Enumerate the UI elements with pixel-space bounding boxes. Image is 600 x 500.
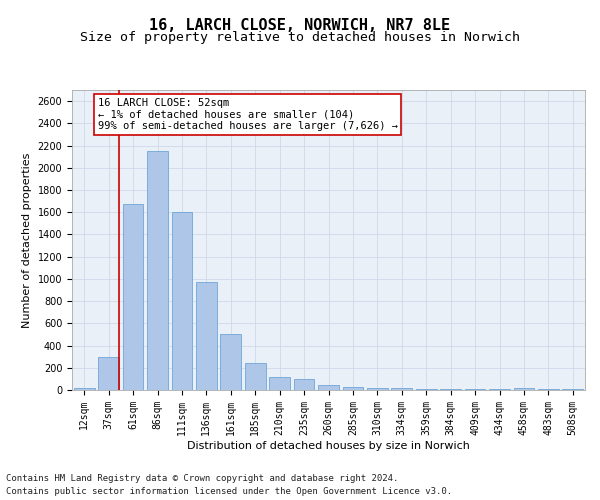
Bar [122,204,143,390]
Y-axis label: Number of detached properties: Number of detached properties [22,152,32,328]
Bar [98,356,119,390]
Bar [440,389,461,390]
Text: Contains HM Land Registry data © Crown copyright and database right 2024.: Contains HM Land Registry data © Crown c… [6,474,398,483]
Bar [269,376,290,390]
Text: Contains public sector information licensed under the Open Government Licence v3: Contains public sector information licen… [6,487,452,496]
Text: Size of property relative to detached houses in Norwich: Size of property relative to detached ho… [80,31,520,44]
Bar [196,282,217,390]
Bar [220,334,241,390]
Bar [245,363,266,390]
Bar [514,388,535,390]
Bar [343,386,364,390]
Bar [367,388,388,390]
Bar [74,388,95,390]
Text: 16 LARCH CLOSE: 52sqm
← 1% of detached houses are smaller (104)
99% of semi-deta: 16 LARCH CLOSE: 52sqm ← 1% of detached h… [98,98,398,131]
Bar [318,385,339,390]
Bar [147,151,168,390]
Bar [391,388,412,390]
Bar [293,379,314,390]
X-axis label: Distribution of detached houses by size in Norwich: Distribution of detached houses by size … [187,440,470,450]
Bar [416,389,437,390]
Text: 16, LARCH CLOSE, NORWICH, NR7 8LE: 16, LARCH CLOSE, NORWICH, NR7 8LE [149,18,451,32]
Bar [172,212,193,390]
Bar [464,389,485,390]
